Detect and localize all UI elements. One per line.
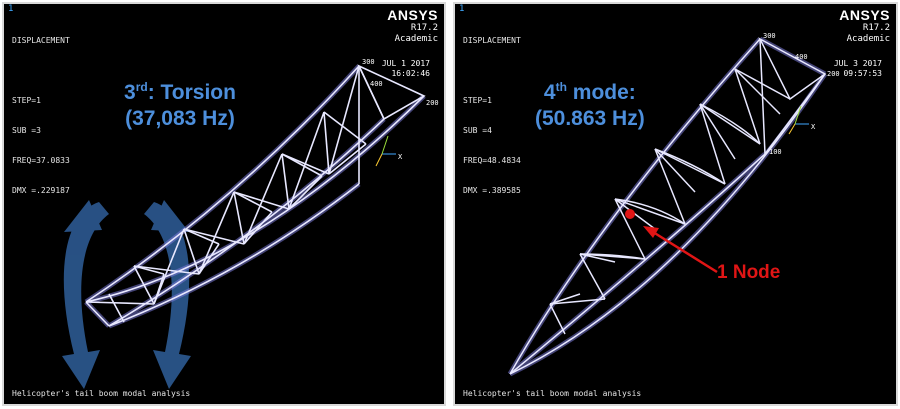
date-text: JUL 1 2017 (381, 59, 430, 68)
ansys-brand: ANSYS R17.2 Academic (839, 8, 890, 45)
header-line: STEP=1 (12, 96, 41, 105)
truss-members (509, 37, 827, 375)
edition-text: Academic (394, 34, 438, 44)
header-line: FREQ=48.4834 (463, 156, 521, 165)
axis-label-300: 300 (362, 58, 375, 66)
rotation-arrow-icon (62, 200, 191, 389)
axis-triad-icon: X (375, 135, 403, 167)
mode-title: Torsion (160, 81, 236, 104)
truss-model-left: X 300 400 200 (62, 58, 439, 389)
truss-model-right: X 300 400 200 100 (507, 32, 840, 377)
header-line: SUB =3 (12, 126, 41, 135)
mode-title: mode: (572, 81, 636, 104)
ansys-logo-text: ANSYS (839, 7, 890, 23)
header-line: STEP=1 (463, 96, 492, 105)
axis-x-label: X (398, 153, 403, 161)
time-text: 09:57:53 (843, 69, 882, 78)
pointer-arrow-icon (643, 226, 718, 274)
header-line: DISPLACEMENT (12, 36, 70, 45)
timestamp: JUL 1 2017 16:02:46 (382, 59, 430, 79)
axis-label-400: 400 (370, 80, 383, 88)
axis-label-400: 400 (795, 53, 808, 61)
axis-triad-icon: X (788, 105, 816, 135)
axis-x-label: X (811, 123, 816, 131)
axis-label-200: 200 (827, 70, 840, 78)
version-text: R17.2 (862, 23, 890, 33)
version-text: R17.2 (410, 23, 438, 33)
window-number: 1 (459, 4, 465, 14)
timestamp: JUL 3 2017 09:57:53 (834, 59, 882, 79)
node-marker (625, 209, 635, 219)
axis-label-300: 300 (763, 32, 776, 40)
mode-ordinal: 3 (124, 81, 136, 104)
displacement-info: DISPLACEMENT STEP=1 SUB =3 FREQ=37.0833 … (12, 16, 70, 216)
axis-label-200: 200 (426, 99, 439, 107)
mode-annotation: 3rd: Torsion (37,083 Hz) (124, 74, 236, 132)
time-text: 16:02:46 (391, 69, 430, 78)
displacement-info: DISPLACEMENT STEP=1 SUB =4 FREQ=48.4834 … (463, 16, 521, 216)
date-text: JUL 3 2017 (833, 59, 882, 68)
ansys-viewport-right[interactable]: 1 DISPLACEMENT STEP=1 SUB =4 FREQ=48.483… (453, 2, 898, 406)
mode-ordinal-suffix: th (555, 80, 567, 94)
ansys-viewport-left[interactable]: 1 DISPLACEMENT STEP=1 SUB =3 FREQ=37.083… (2, 2, 446, 406)
header-line: SUB =4 (463, 126, 492, 135)
ansys-brand: ANSYS R17.2 Academic (387, 8, 438, 45)
ansys-logo-text: ANSYS (387, 7, 438, 23)
mode-frequency: (50.863 Hz) (535, 107, 645, 130)
mode-title-line: 3rd: Torsion (124, 80, 236, 104)
header-line: DMX =.389585 (463, 186, 521, 195)
header-line: FREQ=37.0833 (12, 156, 70, 165)
mode-ordinal: 4 (543, 81, 556, 104)
analysis-caption: Helicopter's tail boom modal analysis (463, 389, 642, 398)
edition-text: Academic (846, 34, 890, 44)
analysis-caption: Helicopter's tail boom modal analysis (12, 389, 191, 398)
truss-members (85, 64, 426, 327)
axis-label-100: 100 (769, 148, 782, 156)
mode-ordinal-suffix: rd (135, 80, 148, 94)
header-line: DISPLACEMENT (463, 36, 521, 45)
mode-frequency: (37,083 Hz) (125, 107, 235, 130)
node-annotation: 1 Node (717, 262, 781, 283)
window-number: 1 (8, 4, 14, 14)
mode-annotation: 4th mode: (50.863 Hz) (535, 74, 645, 132)
mode-title-line: 4th mode: (535, 74, 645, 106)
header-line: DMX =.229187 (12, 186, 70, 195)
